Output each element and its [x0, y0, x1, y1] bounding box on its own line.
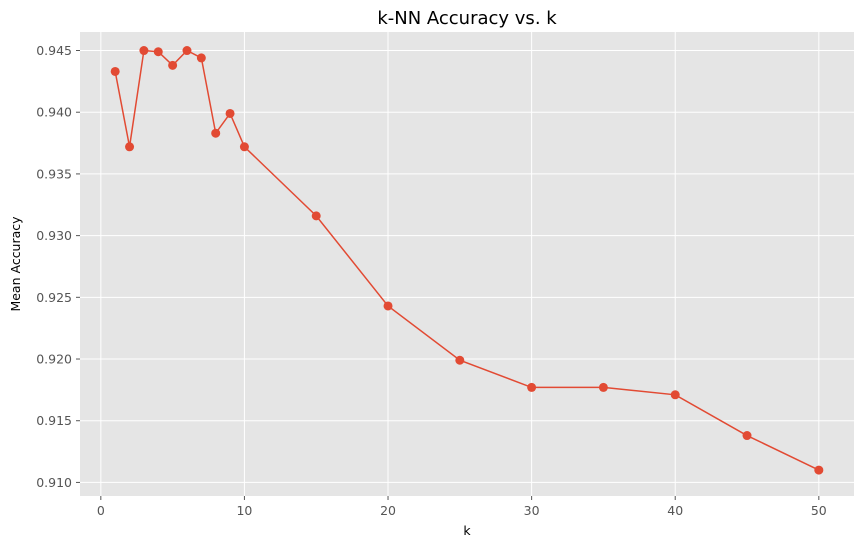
y-tick-label: 0.945	[36, 43, 72, 58]
data-point	[211, 128, 221, 138]
x-tick-label: 40	[667, 503, 683, 518]
data-point	[598, 382, 608, 392]
grid-lines	[80, 32, 854, 496]
y-tick-label: 0.915	[36, 413, 72, 428]
data-point	[814, 465, 824, 475]
data-point	[311, 211, 321, 221]
y-tick-label: 0.935	[36, 166, 72, 181]
data-point	[182, 46, 192, 56]
x-axis-label: k	[463, 523, 471, 538]
data-point	[153, 47, 163, 57]
data-point	[110, 66, 120, 76]
y-axis-label: Mean Accuracy	[8, 216, 23, 312]
x-tick-label: 20	[380, 503, 396, 518]
data-point	[455, 355, 465, 365]
data-point	[125, 142, 135, 152]
y-tick-label: 0.920	[36, 352, 72, 367]
data-point	[225, 108, 235, 118]
data-point	[383, 301, 393, 311]
y-tick-label: 0.925	[36, 290, 72, 305]
x-tick-label: 50	[811, 503, 827, 518]
data-point	[139, 46, 149, 56]
data-point	[742, 431, 752, 441]
plot-area	[80, 32, 854, 496]
x-tick-label: 30	[524, 503, 540, 518]
x-tick-label: 0	[97, 503, 105, 518]
x-tick-label: 10	[236, 503, 252, 518]
data-point	[196, 53, 206, 63]
data-point	[670, 390, 680, 400]
axis-ticks: 0 10 20 30 40 50 0.910 0.915 0.920 0.925 0.930 0.93…	[36, 43, 827, 518]
y-tick-label: 0.940	[36, 105, 72, 120]
y-tick-label: 0.910	[36, 475, 72, 490]
y-tick-label: 0.930	[36, 228, 72, 243]
data-point	[527, 382, 537, 392]
series-layer	[110, 46, 824, 475]
data-point	[239, 142, 249, 152]
chart-title: k-NN Accuracy vs. k	[377, 8, 557, 29]
data-point	[168, 60, 178, 70]
